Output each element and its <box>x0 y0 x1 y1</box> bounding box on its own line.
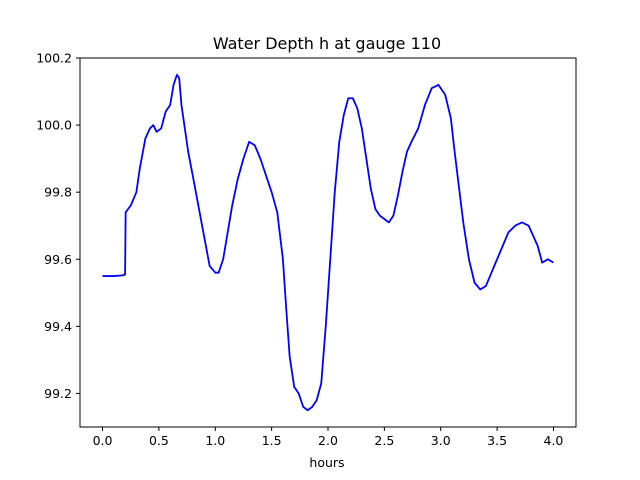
y-tick-label: 99.4 <box>44 319 72 334</box>
plot-background <box>80 58 576 427</box>
chart-title: Water Depth h at gauge 110 <box>213 34 441 53</box>
y-tick-label: 100.0 <box>36 118 72 133</box>
y-tick-label: 99.6 <box>44 252 72 267</box>
plot-area <box>79 57 577 428</box>
x-tick-label: 1.0 <box>205 433 225 448</box>
x-tick-label: 0.5 <box>149 433 169 448</box>
y-tick-label: 99.8 <box>44 185 72 200</box>
x-tick-label: 2.5 <box>374 433 394 448</box>
y-tick-label: 100.2 <box>36 51 72 66</box>
x-tick-label: 2.0 <box>318 433 338 448</box>
x-axis: 0.0 0.5 1.0 1.5 2.0 2.5 3.0 3.5 4.0 <box>93 427 564 448</box>
x-tick-label: 3.0 <box>431 433 451 448</box>
series-line-0 <box>102 73 554 412</box>
x-axis-label: hours <box>309 455 344 470</box>
y-tick-label: 99.2 <box>44 386 72 401</box>
y-axis: 99.2 99.4 99.6 99.8 100.0 100.2 <box>36 51 80 401</box>
x-tick-label: 0.0 <box>93 433 113 448</box>
x-tick-label: 1.5 <box>262 433 282 448</box>
x-tick-label: 4.0 <box>544 433 564 448</box>
x-tick-label: 3.5 <box>487 433 507 448</box>
series-layer <box>102 73 554 412</box>
